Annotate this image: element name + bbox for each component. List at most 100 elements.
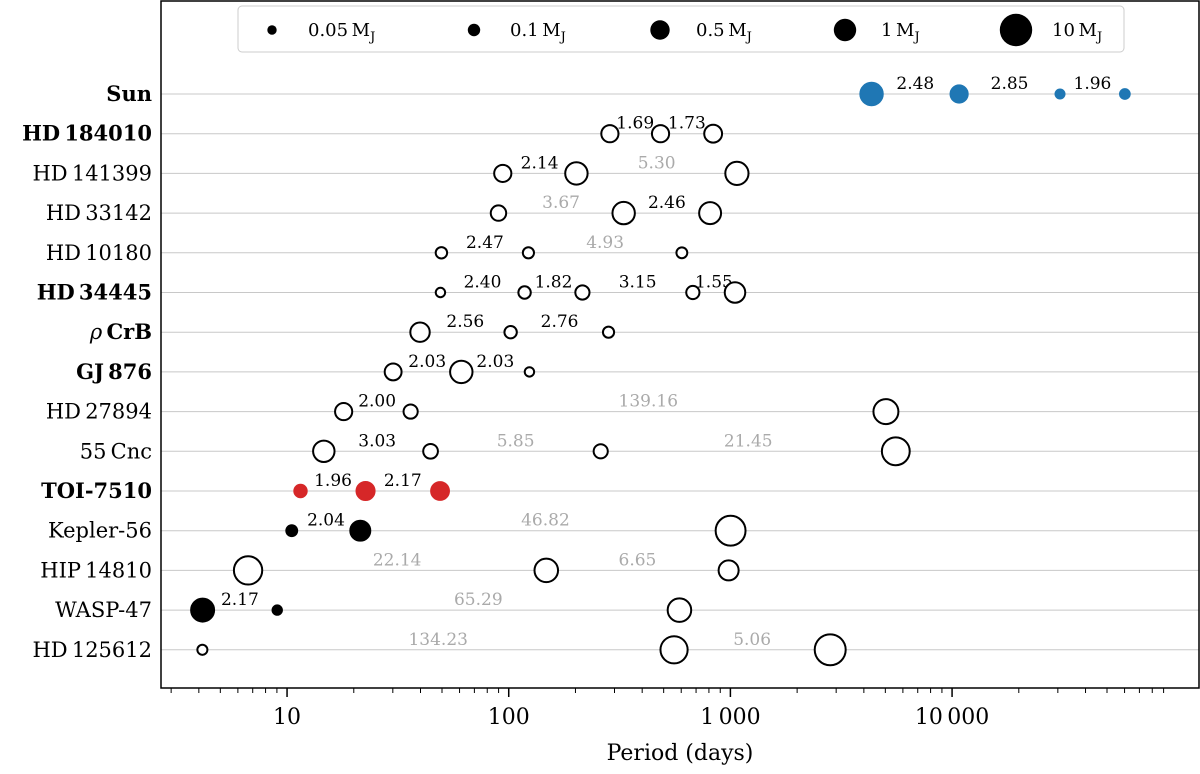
planet-marker	[190, 597, 216, 623]
planet-marker	[489, 204, 508, 222]
system-label-name: HD 34445	[37, 280, 152, 305]
system-label-name: CrB	[106, 319, 152, 344]
planet-marker	[517, 285, 532, 300]
planet-marker	[293, 483, 308, 499]
planet-marker	[349, 519, 372, 542]
period-ratio-label: 2.04	[307, 511, 345, 531]
planet-marker	[503, 325, 518, 340]
period-ratio-label: 3.03	[358, 431, 396, 451]
period-ratio-label: 134.23	[408, 630, 467, 650]
planet-marker	[666, 597, 693, 623]
system-label: HD 125612	[32, 638, 152, 662]
legend-marker	[267, 25, 277, 35]
planet-markers	[190, 81, 1131, 667]
system-label-name: GJ 876	[76, 359, 152, 384]
planet-marker	[1054, 88, 1066, 100]
system-label: WASP-47	[55, 598, 152, 622]
system-label: HD 184010	[22, 121, 152, 146]
period-ratio-label: 2.14	[521, 153, 559, 173]
system-label: HD 27894	[46, 400, 152, 424]
planet-marker	[271, 604, 283, 616]
planet-marker	[402, 403, 419, 420]
system-label: HD 34445	[37, 280, 152, 305]
planet-marker	[285, 524, 299, 538]
system-label-name: HD 141399	[32, 161, 152, 185]
period-ratio-label: 5.06	[733, 630, 771, 650]
planet-marker	[685, 284, 701, 301]
planet-marker	[434, 286, 447, 299]
period-ratio-label: 1.73	[668, 114, 706, 134]
period-ratio-label: 1.96	[314, 471, 352, 491]
planet-marker	[611, 200, 636, 226]
legend-label: 10 MJ	[1052, 20, 1102, 45]
planet-marker	[675, 246, 689, 260]
system-label: HD 33142	[46, 201, 152, 225]
grid-layer	[161, 93, 1199, 651]
planet-marker	[383, 362, 403, 382]
system-labels: Sun HD 184010 HD 141399 HD 33142 HD 10180 HD …	[22, 81, 152, 662]
planet-marker	[422, 442, 439, 460]
period-ratio-label: 22.14	[373, 550, 422, 570]
period-ratio-label: 2.40	[464, 273, 502, 293]
planet-marker	[813, 633, 847, 667]
planet-marker	[409, 321, 431, 343]
legend: 0.05 MJ 0.1 MJ 0.5 MJ 1 MJ 10 MJ	[237, 5, 1125, 53]
legend-unit-subscript: J	[368, 30, 375, 45]
legend-unit: M	[539, 20, 561, 41]
system-label: GJ 876	[76, 359, 152, 384]
period-ratio-label: 1.69	[616, 114, 654, 134]
legend-marker	[833, 18, 857, 42]
system-label-name: Kepler-56	[48, 519, 152, 543]
system-label-name: HD 10180	[46, 241, 152, 265]
legend-unit: M	[1075, 20, 1097, 41]
planet-marker	[880, 436, 911, 467]
legend-label: 0.1 MJ	[510, 20, 566, 45]
x-tick-label: 100	[488, 705, 530, 730]
x-axis-label: Period (days)	[607, 741, 754, 766]
period-ratio-label: 5.85	[497, 431, 535, 451]
planet-marker	[196, 643, 209, 656]
system-label-name: WASP-47	[55, 598, 152, 622]
period-ratio-label: 21.45	[724, 431, 773, 451]
system-label-name: HIP 14810	[40, 558, 152, 582]
legend-box	[237, 5, 1125, 53]
period-ratio-label: 65.29	[454, 590, 503, 610]
planet-marker	[717, 559, 740, 582]
planet-marker	[334, 402, 354, 422]
planet-marker	[859, 81, 884, 107]
legend-unit: M	[348, 20, 370, 41]
legend-value: 1	[881, 20, 892, 41]
system-label-name: 55 Cnc	[80, 439, 152, 463]
period-ratio-label: 6.65	[619, 550, 657, 570]
period-ratio-label: 2.17	[384, 471, 422, 491]
legend-marker	[999, 13, 1033, 47]
period-ratio-label: 3.67	[542, 193, 580, 213]
legend-unit-subscript: J	[1095, 30, 1102, 45]
system-label-name: HD 33142	[46, 201, 152, 225]
period-ratio-label: 1.82	[535, 273, 573, 293]
period-ratio-label: 2.56	[446, 312, 484, 332]
planet-marker	[723, 281, 747, 304]
planet-marker	[592, 443, 609, 460]
planet-marker	[355, 480, 376, 502]
x-tick-label: 1 000	[700, 705, 760, 730]
system-label-prefix: ρ	[89, 320, 107, 344]
system-label: Sun	[106, 81, 152, 106]
period-ratio-label: 1.96	[1074, 74, 1112, 94]
system-label-name: HD 125612	[32, 638, 152, 662]
period-ratio-label: 46.82	[521, 511, 570, 531]
planet-marker	[533, 557, 560, 584]
period-ratio-label: 2.85	[991, 74, 1029, 94]
period-ratio-label: 5.30	[638, 153, 676, 173]
legend-label: 1 MJ	[881, 20, 920, 45]
planet-marker	[601, 325, 616, 339]
legend-value: 10	[1052, 20, 1075, 41]
legend-unit: M	[725, 20, 747, 41]
legend-label: 0.5 MJ	[696, 20, 752, 45]
period-ratio-label: 4.93	[586, 233, 624, 253]
period-ratio-label: 1.55	[695, 273, 733, 293]
period-ratio-label: 2.46	[648, 193, 686, 213]
planet-marker	[564, 161, 589, 186]
system-label: TOI-7510	[41, 478, 152, 503]
